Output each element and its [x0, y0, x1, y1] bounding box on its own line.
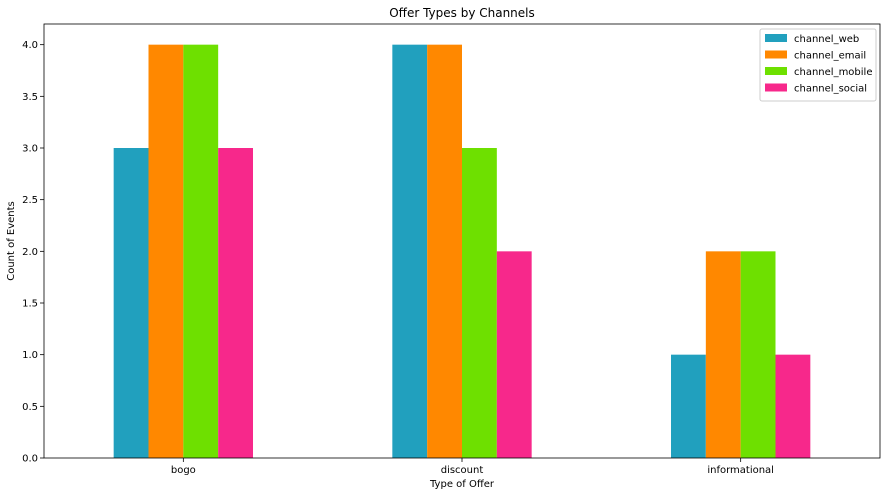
y-axis-ticks: 0.0 0.5 1.0 1.5 2.0 2.5 3.0 3.5 4.0 [22, 40, 44, 465]
bar-channel_social-discount [496, 251, 532, 458]
y-tick-label: 1.0 [22, 350, 38, 361]
legend-swatch-channel_email [765, 50, 787, 59]
y-tick-label: 3.0 [22, 144, 38, 155]
legend-label-channel_mobile: channel_mobile [794, 67, 873, 78]
bar-channel_web-discount [392, 44, 428, 459]
bar-channel_email-discount [427, 44, 462, 459]
bar-channel_web-informational [671, 354, 706, 458]
chart-title: Offer Types by Channels [389, 6, 535, 20]
bar-channel_email-informational [705, 251, 741, 458]
legend-swatch-channel_web [765, 34, 787, 42]
x-tick-label: discount [441, 465, 484, 476]
x-tick-label: informational [707, 465, 774, 476]
x-axis-ticks: bogo discount informational [171, 458, 774, 476]
bar-channel_email-bogo [148, 44, 184, 459]
legend-label-channel_email: channel_email [794, 51, 866, 62]
y-tick-label: 0.0 [22, 454, 38, 465]
bar-channel_social-bogo [218, 148, 253, 458]
bar-channel_mobile-bogo [183, 44, 219, 459]
legend-swatch-channel_mobile [765, 67, 787, 75]
y-tick-label: 3.5 [22, 92, 38, 103]
bar-channel_social-informational [775, 354, 811, 458]
bar-channel_mobile-discount [462, 148, 497, 458]
bar-channel_mobile-informational [740, 251, 776, 458]
y-axis-label: Count of Events [6, 201, 17, 281]
legend: channel_web channel_email channel_mobilech… [759, 28, 877, 102]
y-tick-label: 2.0 [22, 247, 38, 258]
legend-swatch-channel_social [765, 83, 787, 92]
y-tick-label: 4.0 [22, 40, 38, 51]
y-tick-label: 0.5 [22, 402, 38, 413]
legend-label-channel_social: channel_social [794, 84, 867, 95]
legend-box [759, 28, 877, 102]
x-axis-label: Type of Offer [429, 479, 495, 490]
plot-frame [43, 23, 881, 459]
x-tick-label: bogo [171, 465, 196, 476]
bar-channel_web-bogo [113, 148, 149, 458]
legend-label-channel_web: channel_web [794, 34, 859, 45]
y-tick-label: 2.5 [22, 195, 38, 206]
y-tick-label: 1.5 [22, 299, 38, 310]
bars-group [113, 44, 811, 459]
